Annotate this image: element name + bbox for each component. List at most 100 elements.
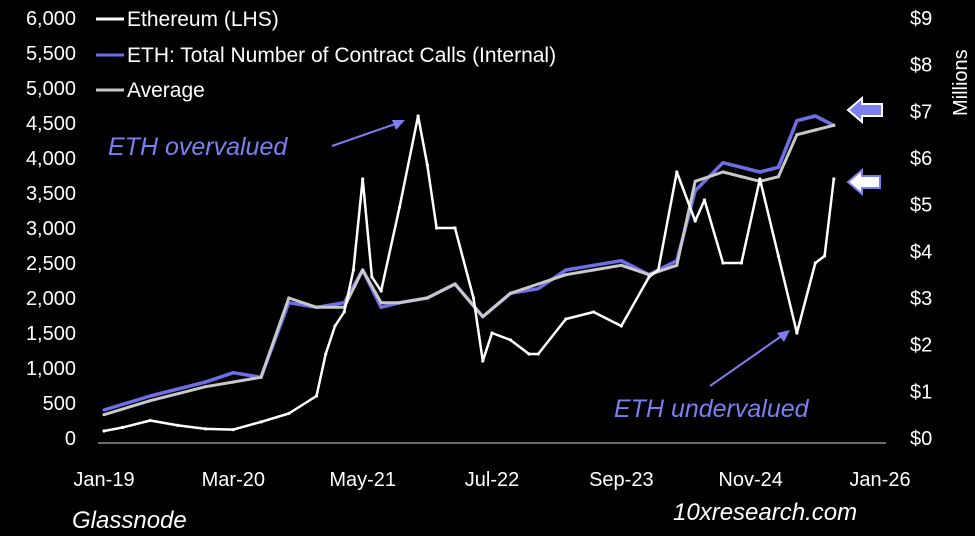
y-left-tick-label: 6,000 xyxy=(26,8,76,30)
point-contract-calls xyxy=(148,394,152,398)
point-average xyxy=(564,273,568,277)
point-ethereum xyxy=(176,423,180,427)
y-right-tick-label: $7 xyxy=(910,101,932,123)
point-average xyxy=(536,282,540,286)
point-ethereum xyxy=(287,411,291,416)
y-right-tick-label: $0 xyxy=(910,428,932,450)
y-left-tick-label: 2,000 xyxy=(26,288,76,310)
point-ethereum xyxy=(416,114,420,118)
point-ethereum xyxy=(508,338,513,342)
point-ethereum xyxy=(795,331,799,335)
y-right-tick-label: $4 xyxy=(910,241,932,263)
brand-label: 10xresearch.com xyxy=(673,499,857,526)
point-ethereum xyxy=(148,418,152,423)
point-ethereum xyxy=(342,310,346,314)
point-ethereum xyxy=(370,275,374,279)
point-ethereum xyxy=(647,275,651,279)
point-contract-calls xyxy=(758,170,762,174)
series-group xyxy=(102,114,836,433)
point-contract-calls xyxy=(776,165,780,169)
overvalued-arrow xyxy=(331,120,405,147)
legend: Ethereum (LHS) ETH: Total Number of Cont… xyxy=(96,8,556,102)
contract-calls-level-arrow xyxy=(846,95,883,125)
point-ethereum xyxy=(536,352,540,356)
point-average xyxy=(204,385,208,389)
point-ethereum xyxy=(758,177,762,181)
point-ethereum xyxy=(739,261,744,265)
point-ethereum xyxy=(527,352,531,356)
point-ethereum xyxy=(453,226,457,230)
y-left-tick-label: 5,000 xyxy=(26,78,76,100)
y-right-tick-label: $8 xyxy=(910,55,932,77)
x-tick-label: Jul-22 xyxy=(465,469,519,491)
point-average xyxy=(813,128,817,132)
point-ethereum xyxy=(832,177,836,181)
legend-label-ethereum: Ethereum (LHS) xyxy=(127,8,279,31)
point-ethereum xyxy=(351,268,356,272)
y-right-tick-label: $6 xyxy=(910,148,932,170)
annotation-undervalued: ETH undervalued xyxy=(614,395,810,423)
y-left-tick-label: 2,500 xyxy=(26,253,76,275)
y-left-tick-label: 500 xyxy=(43,393,76,415)
point-average xyxy=(361,268,365,272)
point-average xyxy=(425,296,429,300)
y-right-tick-label: $1 xyxy=(910,381,932,403)
y-left-tick-label: 1,000 xyxy=(26,358,76,380)
point-ethereum xyxy=(314,394,319,398)
point-average xyxy=(379,301,383,305)
point-ethereum xyxy=(102,429,106,433)
point-average xyxy=(675,263,679,267)
point-ethereum xyxy=(776,254,780,258)
point-ethereum xyxy=(333,324,337,328)
y-left-tick-label: 0 xyxy=(65,428,76,450)
point-contract-calls xyxy=(619,259,623,263)
point-ethereum xyxy=(259,420,263,424)
x-axis: Jan-19 Mar-20 May-21 Jul-22 Sep-23 Nov-24 Jan-… xyxy=(73,442,911,491)
point-contract-calls xyxy=(231,371,235,375)
point-ethereum xyxy=(822,254,827,258)
point-contract-calls xyxy=(102,408,106,412)
point-average xyxy=(102,413,106,417)
point-ethereum xyxy=(471,296,476,300)
point-average xyxy=(453,282,457,286)
point-ethereum xyxy=(481,359,485,363)
y-axis-right: $0 $1 $2 $3 $4 $5 $6 $7 $8 $9 xyxy=(910,8,932,450)
point-ethereum xyxy=(425,163,429,167)
legend-label-contract-calls: ETH: Total Number of Contract Calls (Int… xyxy=(127,44,556,67)
x-tick-label: Mar-20 xyxy=(202,469,265,491)
point-average xyxy=(231,380,235,384)
point-average xyxy=(592,268,596,272)
x-tick-label: May-21 xyxy=(329,469,396,491)
x-tick-label: Sep-23 xyxy=(589,469,654,491)
point-ethereum xyxy=(721,261,725,265)
point-ethereum xyxy=(619,324,623,328)
point-ethereum xyxy=(204,427,208,431)
point-contract-calls xyxy=(204,380,208,384)
point-contract-calls xyxy=(721,161,725,165)
point-ethereum xyxy=(656,268,660,272)
ethereum-level-arrow xyxy=(846,167,881,197)
y-left-tick-label: 3,500 xyxy=(26,183,76,205)
point-contract-calls xyxy=(564,268,568,272)
legend-label-average: Average xyxy=(127,79,205,102)
point-ethereum xyxy=(675,170,679,174)
point-contract-calls xyxy=(379,305,383,309)
point-ethereum xyxy=(231,428,235,432)
point-average xyxy=(287,296,291,300)
point-ethereum xyxy=(434,226,439,230)
y-right-unit-label: Millions xyxy=(950,49,972,116)
y-right-tick-label: $5 xyxy=(910,195,932,217)
y-left-tick-label: 5,500 xyxy=(26,43,76,65)
point-contract-calls xyxy=(592,263,596,267)
y-axis-left: 0 500 1,000 1,500 2,000 2,500 3,000 3,500 4,000 4… xyxy=(26,8,76,450)
series-line-average xyxy=(103,123,835,417)
point-ethereum xyxy=(120,425,125,430)
y-left-tick-label: 1,500 xyxy=(26,323,76,345)
point-ethereum xyxy=(324,352,328,356)
x-tick-label: Jan-19 xyxy=(73,469,134,491)
point-average xyxy=(795,133,799,137)
y-left-tick-label: 3,000 xyxy=(26,218,76,240)
annotation-overvalued: ETH overvalued xyxy=(108,133,288,161)
point-ethereum xyxy=(693,219,697,223)
